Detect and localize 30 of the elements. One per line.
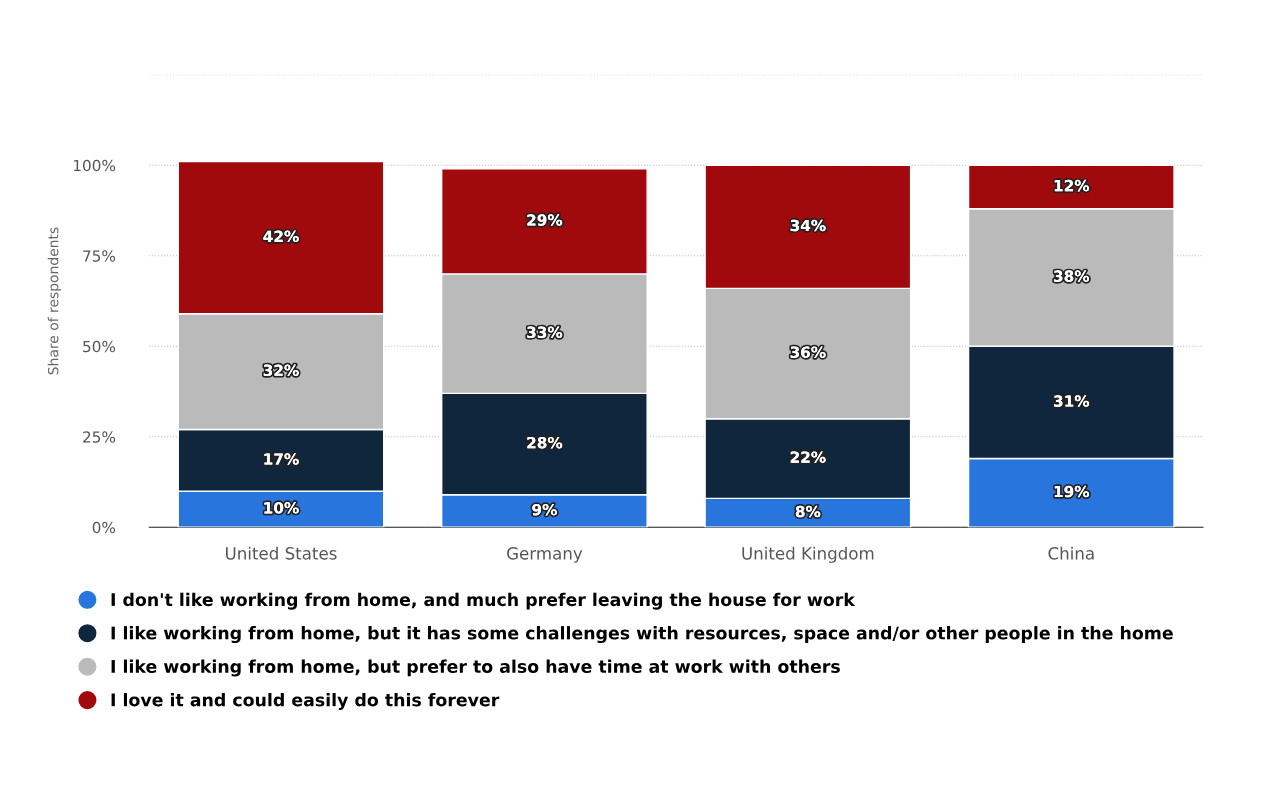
data-label: 19% (1054, 485, 1090, 498)
legend-label: I like working from home, but prefer to also have time at work with others (111, 659, 840, 677)
data-label: 31% (1054, 395, 1090, 407)
data-label: 28% (527, 436, 563, 449)
data-label: 17% (264, 453, 299, 465)
y-tick-label: 100% (73, 159, 116, 172)
y-tick-label: 25% (83, 431, 116, 443)
legend-label: I like working from home, but it has some challenges with resources, space and/or other people in the home (111, 626, 1173, 644)
data-label: 10% (264, 502, 299, 514)
x-tick-label: United States (226, 546, 337, 560)
data-label: 8% (795, 505, 821, 518)
data-label: 29% (527, 214, 563, 226)
data-label: 9% (532, 503, 557, 516)
data-label: 38% (1054, 270, 1090, 282)
data-label: 12% (1054, 179, 1090, 192)
data-label: 42% (263, 230, 299, 243)
y-tick-label: 50% (83, 340, 116, 353)
y-tick-label: 75% (83, 250, 116, 262)
legend-label: I love it and could easily do this forever (111, 692, 500, 710)
y-axis-title: Share of respondents (47, 227, 62, 375)
data-label: 33% (527, 326, 563, 339)
x-tick-label: United Kingdom (742, 546, 874, 563)
data-label: 32% (263, 364, 299, 377)
data-label: 34% (790, 219, 826, 232)
x-tick-label: Germany (507, 547, 583, 563)
data-label: 22% (790, 451, 826, 463)
data-label: 36% (790, 346, 826, 358)
legend-label: I don't like working from home, and much prefer leaving the house for work (111, 592, 856, 610)
y-tick-label: 0% (92, 521, 116, 534)
x-tick-label: China (1048, 546, 1094, 560)
